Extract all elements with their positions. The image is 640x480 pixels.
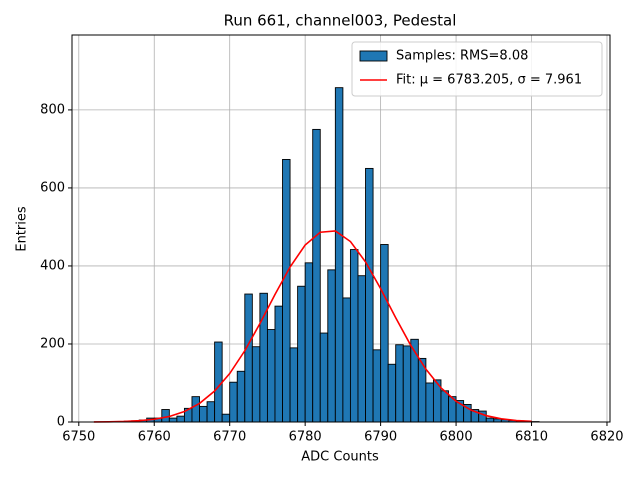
histogram-bar: [380, 244, 389, 423]
histogram-bar: [289, 347, 299, 423]
histogram-bar: [297, 285, 306, 423]
histogram-bar: [214, 341, 223, 423]
histogram-bar: [266, 329, 276, 423]
legend-box: [351, 41, 603, 97]
histogram-bar: [229, 381, 238, 423]
histogram-bar: [191, 396, 200, 423]
x-tick-label: 6820: [590, 430, 623, 445]
y-tick-label: 400: [40, 258, 65, 273]
histogram-bar: [395, 344, 404, 423]
histogram-bar: [342, 297, 351, 423]
x-tick-label: 6760: [138, 430, 171, 445]
histogram-bar: [327, 269, 336, 423]
histogram-bar: [365, 167, 374, 423]
y-tick-label: 600: [40, 180, 65, 195]
legend-label: Samples: RMS=8.08: [396, 49, 528, 64]
y-tick-label: 0: [57, 415, 65, 430]
histogram-bar: [402, 345, 412, 423]
x-tick-label: 6750: [62, 430, 95, 445]
histogram-bar: [176, 415, 185, 423]
histogram-bar: [387, 363, 397, 423]
plot-frame: [71, 34, 611, 423]
x-axis-label: ADC Counts: [301, 450, 379, 465]
histogram-bar: [304, 262, 314, 423]
histogram-bar: [372, 349, 382, 423]
histogram-bar: [251, 346, 261, 423]
histogram-bar: [319, 332, 329, 423]
legend-swatch: [359, 50, 388, 62]
histogram-bar: [274, 305, 283, 423]
histogram-bar: [161, 409, 170, 423]
x-tick-label: 6800: [440, 430, 473, 445]
fit-line: [93, 230, 532, 423]
x-tick-label: 6770: [213, 430, 246, 445]
legend-label: Fit: μ = 6783.205, σ = 7.961: [396, 73, 582, 88]
y-tick-label: 800: [40, 102, 65, 117]
histogram-bar: [357, 275, 366, 423]
y-tick-label: 200: [40, 336, 65, 351]
x-tick-label: 6790: [364, 430, 397, 445]
histogram-bar: [206, 401, 216, 423]
histogram-bar: [334, 87, 344, 423]
histogram-bar: [485, 417, 495, 423]
histogram-bar: [236, 370, 246, 423]
histogram-bar: [425, 382, 434, 423]
histogram-bar: [221, 413, 231, 423]
histogram-bar: [244, 293, 253, 423]
histogram-bar: [168, 417, 178, 423]
histogram-bar: [312, 128, 321, 423]
histogram-bar: [349, 249, 359, 423]
histogram-bar: [199, 405, 208, 423]
y-axis-label: Entries: [15, 206, 30, 252]
chart-title: Run 661, channel003, Pedestal: [224, 12, 457, 30]
x-tick-label: 6780: [289, 430, 322, 445]
x-tick-label: 6810: [515, 430, 548, 445]
histogram-bar: [282, 158, 291, 423]
histogram-bar: [440, 390, 449, 423]
